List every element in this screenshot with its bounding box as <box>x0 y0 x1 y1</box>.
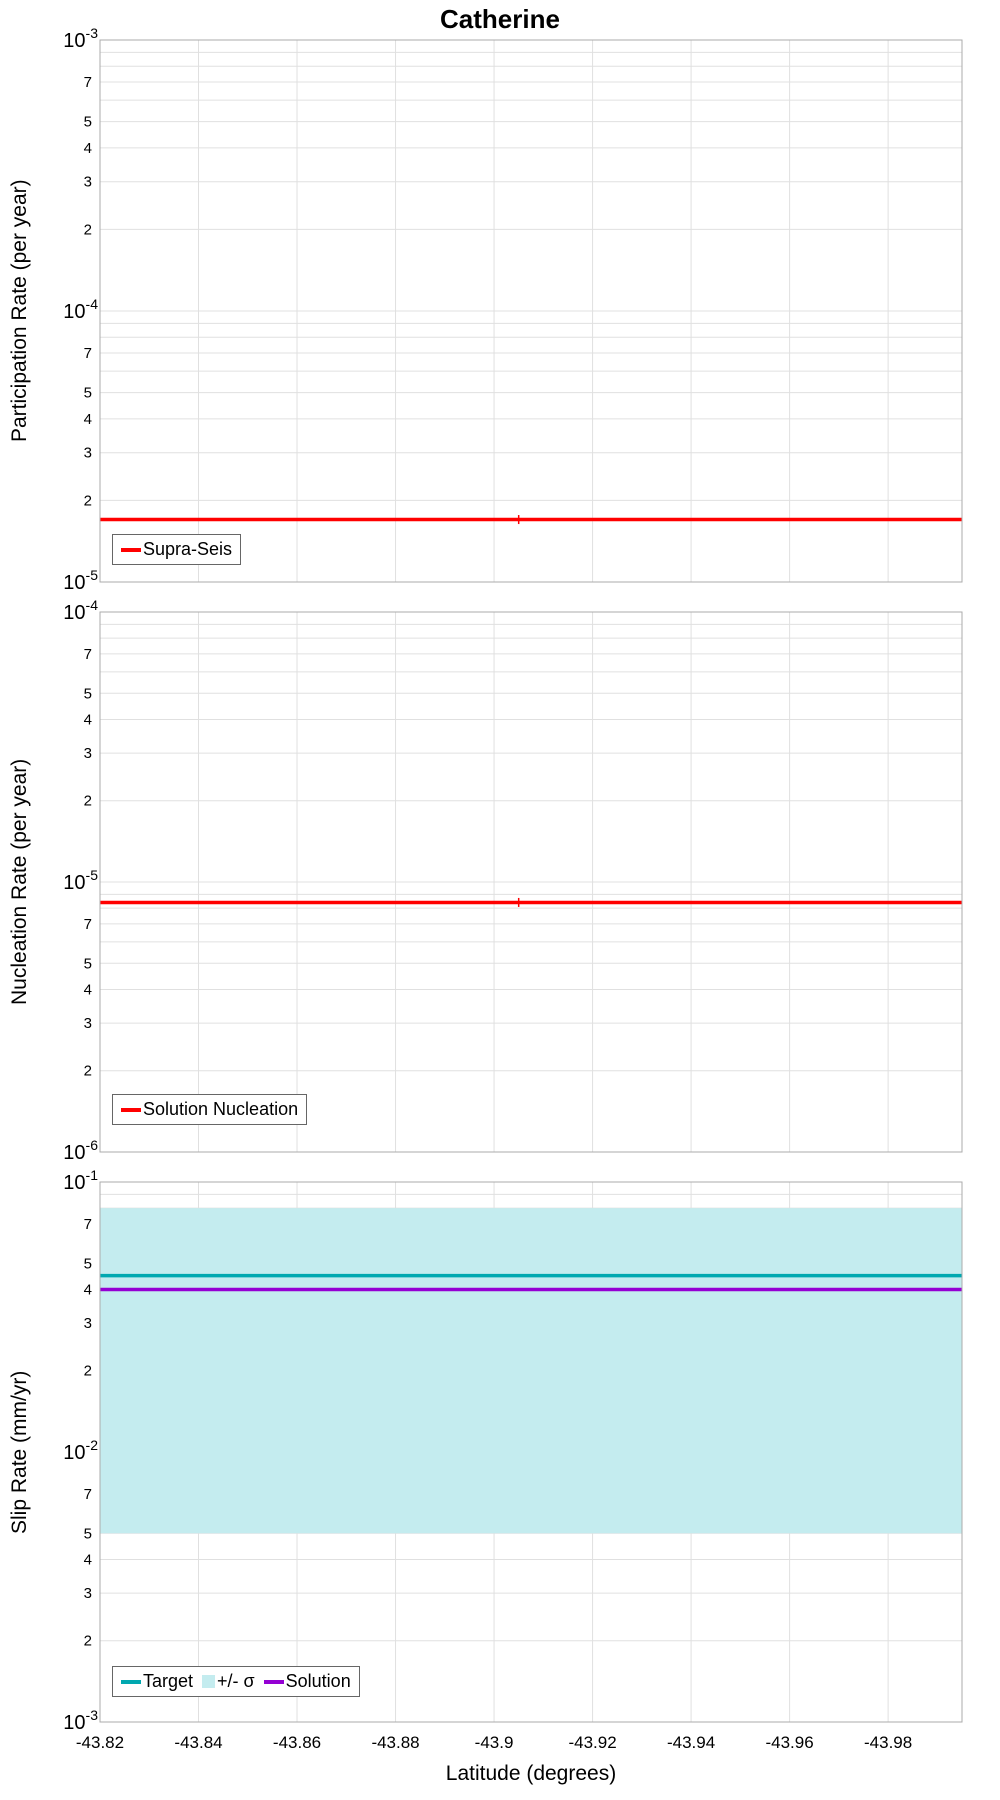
y-minor-tick-label: 7 <box>84 1486 92 1503</box>
legend-nucleation: Solution Nucleation <box>112 1094 308 1125</box>
legend-label: +/- σ <box>217 1671 255 1691</box>
x-tick-label: -43.98 <box>864 1733 912 1752</box>
legend-label: Solution <box>285 1671 351 1691</box>
y-decade-tick-label: 10-1 <box>63 1167 98 1194</box>
y-minor-tick-label: 7 <box>84 646 92 663</box>
legend-line-swatch <box>121 1107 141 1112</box>
x-tick-label: -43.96 <box>765 1733 813 1752</box>
y-axis-label-participation: Participation Rate (per year) <box>8 179 31 443</box>
y-minor-tick-label: 2 <box>84 1633 92 1650</box>
panel-0: 10-5 2 3 4 5 7 10-4 2 3 4 5 7 10-3 <box>63 25 963 594</box>
y-minor-tick-label: 7 <box>84 916 92 933</box>
plot-border <box>99 1181 963 1723</box>
legend-participation: Supra-Seis <box>112 534 242 565</box>
y-minor-tick-label: 5 <box>84 1255 92 1272</box>
y-minor-tick-label: 7 <box>84 1216 92 1233</box>
y-minor-tick-label: 2 <box>84 1063 92 1080</box>
y-minor-tick-label: 4 <box>84 1551 92 1568</box>
y-minor-tick-label: 3 <box>84 445 92 462</box>
series-band <box>100 1208 962 1534</box>
y-decade-tick-label: 10-3 <box>63 1707 98 1734</box>
y-decade-tick-label: 10-3 <box>63 25 98 52</box>
y-minor-tick-label: 2 <box>84 221 92 238</box>
legend-line-swatch <box>121 1679 141 1684</box>
x-tick-label: -43.86 <box>273 1733 321 1752</box>
panel-2: 10-3 2 3 4 5 7 10-2 2 3 4 5 7 10-1 -43.82 -43.84 -43.86… <box>63 1167 963 1752</box>
legend-label: Target <box>143 1671 194 1691</box>
legend-item-solution: Solution <box>263 1671 351 1692</box>
y-minor-tick-label: 4 <box>84 1281 92 1298</box>
y-minor-tick-label: 5 <box>84 114 92 131</box>
legend-item: Solution Nucleation <box>121 1099 298 1120</box>
y-minor-tick-label: 2 <box>84 492 92 509</box>
legend-item-sigma: +/- σ <box>202 1671 255 1692</box>
legend-sliprate: Target +/- σ Solution <box>112 1666 360 1697</box>
y-decade-tick-label: 10-2 <box>63 1437 98 1464</box>
legend-item-target: Target <box>121 1671 193 1692</box>
y-minor-tick-label: 4 <box>84 711 92 728</box>
y-minor-tick-label: 5 <box>84 1525 92 1542</box>
y-minor-tick-label: 3 <box>84 1015 92 1032</box>
y-minor-tick-label: 3 <box>84 1585 92 1602</box>
legend-line-swatch <box>121 547 141 552</box>
y-minor-tick-label: 7 <box>84 74 92 91</box>
y-decade-tick-label: 10-6 <box>63 1137 98 1164</box>
legend-label: Solution Nucleation <box>143 1099 299 1119</box>
y-decade-tick-label: 10-4 <box>63 597 98 624</box>
y-minor-tick-label: 3 <box>84 1315 92 1332</box>
y-minor-tick-label: 3 <box>84 174 92 191</box>
y-decade-tick-label: 10-4 <box>63 296 98 323</box>
y-minor-tick-label: 5 <box>84 955 92 972</box>
plot-border <box>99 611 963 1153</box>
legend-line-swatch <box>263 1679 284 1684</box>
x-tick-label: -43.84 <box>174 1733 222 1752</box>
legend-label: Supra-Seis <box>143 539 233 559</box>
y-minor-tick-label: 7 <box>84 345 92 362</box>
y-decade-tick-label: 10-5 <box>63 567 98 594</box>
y-minor-tick-label: 5 <box>84 385 92 402</box>
y-minor-tick-label: 4 <box>84 411 92 428</box>
x-tick-label: -43.88 <box>371 1733 419 1752</box>
y-minor-tick-label: 4 <box>84 140 92 157</box>
legend-item: Supra-Seis <box>121 539 232 560</box>
x-tick-label: -43.82 <box>76 1733 124 1752</box>
chart-title: Catherine <box>440 4 560 34</box>
y-minor-tick-label: 2 <box>84 1363 92 1380</box>
x-tick-label: -43.94 <box>667 1733 715 1752</box>
y-axis-label-sliprate: Slip Rate (mm/yr) <box>8 1370 31 1534</box>
y-minor-tick-label: 2 <box>84 793 92 810</box>
x-tick-label: -43.9 <box>475 1733 514 1752</box>
plot-border <box>99 39 963 583</box>
y-minor-tick-label: 3 <box>84 745 92 762</box>
y-axis-label-nucleation: Nucleation Rate (per year) <box>8 758 31 1006</box>
y-decade-tick-label: 10-5 <box>63 867 98 894</box>
x-axis-label: Latitude (degrees) <box>445 1762 617 1785</box>
x-tick-label: -43.92 <box>568 1733 616 1752</box>
y-minor-tick-label: 5 <box>84 685 92 702</box>
y-minor-tick-label: 4 <box>84 981 92 998</box>
panel-1: 10-6 2 3 4 5 7 10-5 2 3 4 5 7 10-4 <box>63 597 963 1164</box>
legend-patch-swatch <box>202 1675 216 1688</box>
